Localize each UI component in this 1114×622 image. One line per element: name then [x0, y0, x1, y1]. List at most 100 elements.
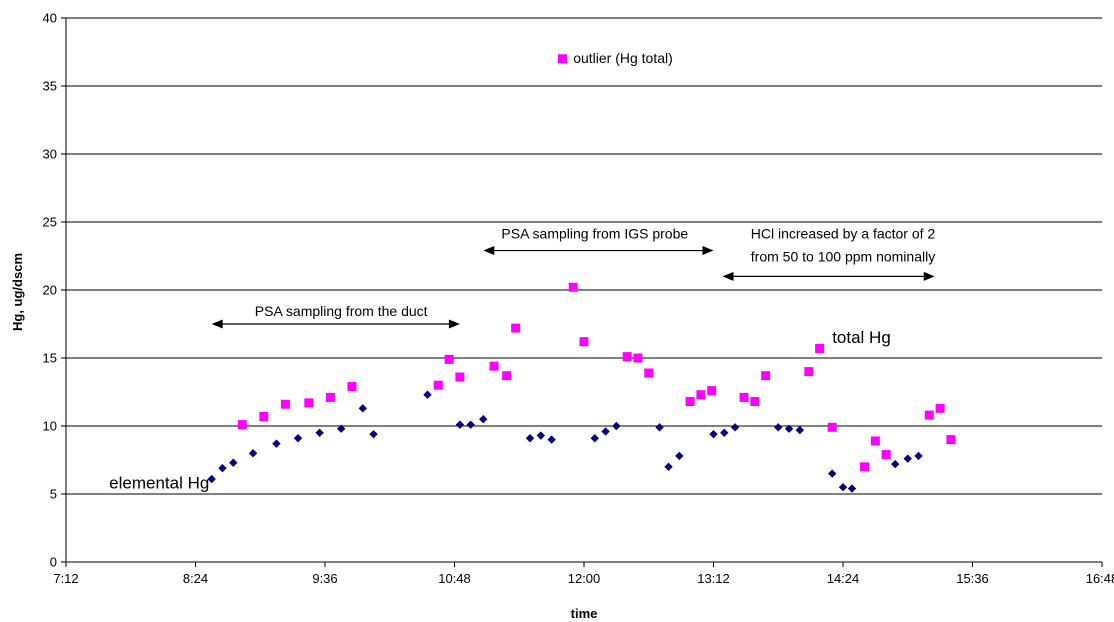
data-point-elemental — [218, 463, 227, 473]
data-point-elemental — [293, 434, 303, 443]
x-tick-label: 7:12 — [53, 571, 78, 586]
x-tick-label: 13:12 — [697, 571, 730, 586]
data-point-total — [444, 354, 454, 364]
data-point-total — [685, 397, 695, 407]
data-point-elemental — [914, 451, 923, 461]
data-point-total — [325, 392, 335, 402]
y-tick-label: 40 — [43, 11, 57, 26]
data-point-elemental — [655, 423, 664, 432]
data-point-elemental — [828, 469, 837, 478]
arrow-head-left — [483, 246, 495, 256]
y-tick-label: 20 — [43, 283, 57, 298]
data-point-total — [489, 361, 499, 371]
data-point-elemental — [248, 449, 258, 458]
x-tick-label: 12:00 — [568, 571, 601, 586]
y-axis-title: Hg, ug/dscm — [10, 253, 25, 331]
data-point-total — [804, 367, 814, 377]
data-point-elemental — [479, 415, 488, 424]
double-arrow — [211, 319, 460, 329]
marks-layer — [207, 54, 956, 493]
data-point-elemental — [547, 435, 556, 444]
data-point-total — [557, 54, 567, 64]
x-tick-label: 14:24 — [827, 571, 860, 586]
data-point-total — [946, 435, 956, 445]
data-point-total — [739, 392, 749, 402]
series-elemental-hg — [207, 390, 923, 493]
x-tick-label: 16:48 — [1086, 571, 1114, 586]
data-point-elemental — [795, 425, 805, 435]
data-point-elemental — [774, 423, 783, 432]
data-point-total — [881, 450, 891, 460]
data-point-elemental — [612, 421, 621, 431]
arrow-head-right — [448, 319, 460, 329]
annotation-label: elemental Hg — [109, 474, 209, 493]
x-tick-label: 9:36 — [312, 571, 337, 586]
data-point-total — [633, 353, 643, 363]
annotation-layer: outlier (Hg total) total Hg elemental Hg PS… — [109, 50, 935, 493]
y-tick-label: 35 — [43, 79, 57, 94]
x-tick-label: 10:48 — [438, 571, 471, 586]
data-point-elemental — [358, 404, 367, 413]
data-point-total — [259, 411, 269, 421]
data-point-elemental — [272, 439, 281, 448]
data-point-elemental — [229, 458, 238, 467]
y-tick-label: 25 — [43, 215, 57, 230]
data-point-elemental — [315, 428, 324, 437]
data-point-total — [870, 436, 880, 446]
data-point-elemental — [675, 451, 684, 461]
grid-layer — [66, 17, 1102, 495]
data-point-total — [935, 403, 945, 413]
data-point-elemental — [903, 454, 912, 463]
data-point-total — [827, 422, 837, 432]
data-point-elemental — [784, 424, 794, 433]
data-point-total — [644, 368, 654, 378]
data-point-total — [696, 390, 706, 400]
data-point-elemental — [709, 429, 718, 439]
x-axis-title: time — [571, 606, 598, 621]
y-tick-label: 5 — [50, 487, 57, 502]
arrow-head-right — [702, 246, 714, 256]
annotation-label: total Hg — [832, 328, 891, 347]
data-point-elemental — [720, 428, 729, 437]
data-point-total — [511, 323, 521, 333]
data-point-elemental — [525, 434, 535, 443]
series-total-hg — [237, 54, 956, 472]
annotation-label: HCl increased by a factor of 2 — [751, 225, 936, 241]
data-point-total — [347, 382, 357, 392]
data-point-elemental — [664, 462, 673, 471]
data-point-total — [502, 371, 512, 381]
data-point-total — [304, 398, 314, 408]
arrow-head-right — [923, 271, 935, 281]
data-point-total — [707, 386, 717, 396]
data-point-elemental — [207, 474, 216, 484]
data-point-elemental — [590, 434, 599, 443]
y-tick-label: 10 — [43, 419, 57, 434]
annotation-label: PSA sampling from IGS probe — [501, 225, 688, 241]
data-point-total — [761, 371, 771, 381]
data-point-total — [860, 462, 870, 472]
annotation-label: PSA sampling from the duct — [255, 303, 428, 319]
data-point-elemental — [536, 431, 546, 440]
arrow-head-left — [722, 271, 734, 281]
annotation-label: from 50 to 100 ppm nominally — [751, 248, 935, 264]
data-point-total — [455, 372, 465, 382]
data-point-elemental — [890, 459, 900, 469]
data-point-total — [568, 282, 578, 292]
data-point-total — [237, 420, 247, 430]
data-point-total — [622, 352, 632, 362]
axis-layer: 0 5 10 15 20 25 30 35 40 7:12 8:24 9:36 10:48 12:00 13… — [43, 11, 1114, 587]
data-point-elemental — [601, 427, 610, 436]
y-tick-label: 0 — [50, 555, 57, 570]
data-point-total — [280, 399, 290, 409]
data-point-elemental — [730, 423, 740, 432]
y-tick-label: 15 — [43, 351, 57, 366]
annotation-label: outlier (Hg total) — [573, 50, 673, 66]
double-arrow — [722, 271, 935, 281]
data-point-elemental — [369, 429, 378, 439]
double-arrow — [483, 246, 714, 256]
data-point-total — [579, 337, 589, 347]
data-point-elemental — [336, 424, 346, 433]
data-point-total — [924, 410, 934, 420]
data-point-total — [433, 380, 443, 390]
